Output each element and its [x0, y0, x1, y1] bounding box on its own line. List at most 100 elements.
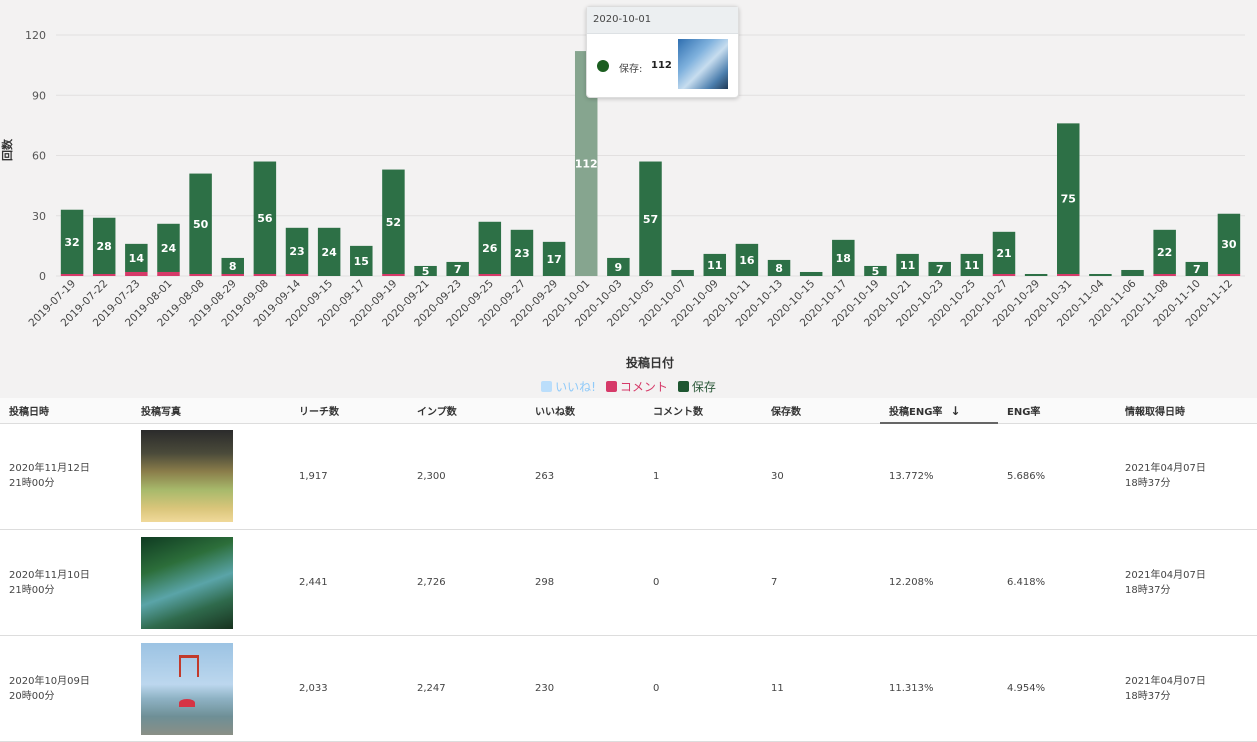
cell-reach: 2,441 [290, 529, 408, 636]
legend-label-like: いいね! [555, 380, 596, 394]
bar-save [639, 161, 662, 276]
header-impressions[interactable]: インプ数 [408, 398, 526, 424]
bar-comment [189, 273, 212, 276]
bar-comment [157, 271, 180, 276]
x-axis-title: 投稿日付 [625, 356, 674, 370]
data-label: 9 [615, 261, 623, 274]
fetched-date: 2021年04月07日 [1125, 463, 1206, 475]
header-post-eng-rate-label: 投稿ENG率 [889, 406, 943, 418]
data-label: 24 [161, 242, 177, 255]
bar-save [414, 265, 437, 276]
cell-comments: 1 [644, 423, 762, 530]
bar-save [574, 51, 598, 276]
bar-save [1057, 123, 1080, 274]
bar-comment [221, 273, 244, 276]
bar-save [832, 239, 855, 276]
bar-save [735, 243, 759, 276]
table-row[interactable]: 2020年11月10日 21時00分 2,441 2,726 298 0 7 12… [0, 529, 1257, 636]
bar-save [1153, 229, 1176, 274]
post-time: 21時00分 [9, 478, 55, 490]
cell-eng-rate: 6.418% [998, 529, 1116, 636]
posts-table: 投稿日時 投稿写真 リーチ数 インプ数 いいね数 コメント数 保存数 投稿ENG… [0, 398, 1257, 742]
data-label: 112 [575, 158, 598, 171]
data-label: 18 [836, 252, 851, 265]
data-label: 21 [996, 247, 1011, 260]
bar-save [1089, 273, 1112, 276]
post-date: 2020年11月10日 [9, 569, 90, 581]
header-reach[interactable]: リーチ数 [290, 398, 408, 424]
legend-label-comment: コメント [619, 380, 668, 394]
bar-save [92, 217, 116, 274]
cell-post-date: 2020年11月10日 21時00分 [0, 529, 132, 636]
bar-save [767, 259, 791, 276]
bar-save [253, 161, 277, 274]
fetched-date: 2021年04月07日 [1125, 675, 1206, 687]
header-saves[interactable]: 保存数 [762, 398, 880, 424]
bar-comment [1153, 273, 1176, 276]
bar-save [478, 221, 502, 274]
fetched-time: 18時37分 [1125, 690, 1171, 702]
bar-save [317, 227, 341, 276]
data-label: 5 [422, 265, 430, 278]
header-eng-rate[interactable]: ENG率 [998, 398, 1116, 424]
data-label: 8 [229, 260, 237, 273]
header-fetched-at[interactable]: 情報取得日時 [1116, 398, 1257, 424]
bar-save [896, 253, 919, 276]
cell-saves: 7 [762, 529, 880, 636]
cell-impressions: 2,247 [408, 635, 526, 742]
data-label: 14 [129, 252, 145, 265]
y-tick-label: 120 [25, 29, 46, 42]
data-label: 26 [482, 242, 498, 255]
fetched-date: 2021年04月07日 [1125, 569, 1206, 581]
data-label: 11 [964, 259, 979, 272]
legend-item-comment[interactable]: コメント [605, 378, 668, 395]
bar-comment [992, 273, 1016, 276]
y-tick-label: 90 [32, 89, 46, 102]
cell-post-photo [132, 529, 290, 636]
cell-reach: 1,917 [290, 423, 408, 530]
bar-save [607, 257, 630, 276]
bar-save [1217, 213, 1241, 274]
post-thumbnail[interactable] [141, 430, 233, 523]
cell-likes: 298 [526, 529, 644, 636]
tooltip-date: 2020-10-01 [587, 7, 738, 34]
data-label: 52 [386, 216, 401, 229]
table-row[interactable]: 2020年11月12日 21時00分 1,917 2,300 263 1 30 1… [0, 423, 1257, 530]
cell-likes: 263 [526, 423, 644, 530]
data-label: 7 [936, 263, 944, 276]
header-post-eng-rate[interactable]: 投稿ENG率 ↓ [880, 398, 998, 424]
legend-swatch-comment [605, 381, 617, 392]
bar-save [157, 223, 180, 272]
header-post-date[interactable]: 投稿日時 [0, 398, 132, 424]
cell-comments: 0 [644, 635, 762, 742]
legend-item-like[interactable]: いいね! [541, 378, 596, 395]
header-likes[interactable]: いいね数 [526, 398, 644, 424]
header-comments[interactable]: コメント数 [644, 398, 762, 424]
cell-likes: 230 [526, 635, 644, 742]
cell-eng-rate: 4.954% [998, 635, 1116, 742]
legend-item-save[interactable]: 保存 [677, 378, 716, 395]
bar-save [799, 271, 823, 276]
post-thumbnail[interactable] [141, 536, 233, 629]
table-row[interactable]: 2020年10月09日 20時00分 2,033 2,247 230 0 11 1… [0, 635, 1257, 742]
chart-area: 0 30 60 90 120 32 2019-07-19 28 2019-07-22 14 2019… [0, 0, 1257, 398]
data-label: 75 [1061, 193, 1076, 206]
cell-post-photo [132, 423, 290, 530]
cell-fetched-at: 2021年04月07日 18時37分 [1116, 529, 1257, 636]
sort-descending-icon[interactable]: ↓ [950, 403, 961, 418]
bar-save [285, 227, 309, 274]
cell-post-eng-rate: 12.208% [880, 529, 998, 636]
fetched-time: 18時37分 [1125, 478, 1171, 490]
bar-comment [1057, 273, 1080, 276]
bar-save [1185, 261, 1209, 276]
data-label: 56 [257, 212, 273, 225]
data-label: 11 [900, 259, 915, 272]
table-header-row: 投稿日時 投稿写真 リーチ数 インプ数 いいね数 コメント数 保存数 投稿ENG… [0, 398, 1257, 424]
bar-save [703, 253, 727, 276]
legend-swatch-like [541, 381, 553, 392]
bar-comment [1217, 273, 1241, 276]
post-thumbnail[interactable] [141, 642, 233, 735]
tooltip-series-label: 保存: [619, 64, 643, 75]
post-date: 2020年11月12日 [9, 463, 90, 475]
bar-save [960, 253, 984, 276]
